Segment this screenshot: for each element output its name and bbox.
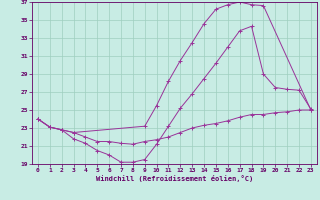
X-axis label: Windchill (Refroidissement éolien,°C): Windchill (Refroidissement éolien,°C) (96, 175, 253, 182)
